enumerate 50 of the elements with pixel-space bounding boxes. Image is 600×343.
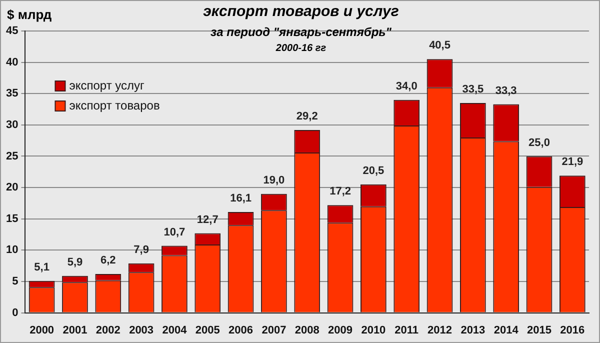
y-tick-label: 25 (6, 150, 18, 162)
x-tick-label: 2004 (162, 324, 188, 336)
y-tick-label: 35 (6, 88, 18, 100)
chart-subtitle: за период "январь-сентябрь" (210, 25, 392, 39)
x-tick-label: 2003 (129, 324, 154, 336)
x-tick-label: 2002 (96, 324, 120, 336)
x-tick-label: 2012 (428, 324, 452, 336)
total-label: 29,2 (296, 110, 318, 122)
x-tick-label: 2006 (228, 324, 254, 336)
total-label: 5,1 (34, 261, 50, 274)
legend-label: экспорт товаров (69, 98, 160, 112)
x-tick-label: 2009 (328, 324, 353, 336)
total-label: 7,9 (134, 244, 149, 256)
total-label: 6,2 (100, 254, 116, 267)
total-label: 20,5 (362, 164, 384, 177)
annotation: 2000-16 гг (276, 43, 326, 54)
total-label: 17,2 (330, 186, 351, 198)
y-tick-label: 10 (6, 244, 18, 256)
y-tick-label: 5 (12, 276, 18, 288)
y-tick-label: 20 (6, 182, 18, 194)
total-label: 10,7 (164, 226, 186, 238)
y-tick-label: 0 (12, 306, 18, 319)
y-tick-label: 15 (6, 212, 18, 225)
x-tick-label: 2000 (30, 324, 54, 336)
total-label: 19,0 (263, 174, 285, 186)
y-tick-label: 40 (6, 56, 18, 68)
total-label: 12,7 (196, 214, 218, 226)
y-axis-title: $ млрд (7, 7, 52, 22)
x-tick-label: 2013 (460, 324, 486, 336)
total-label: 16,1 (230, 192, 252, 205)
chart-title: экспорт товаров и услуг (203, 3, 399, 20)
x-tick-label: 2016 (560, 324, 585, 336)
y-tick-label: 45 (6, 25, 18, 38)
total-label: 25,0 (528, 136, 550, 149)
total-label: 33,5 (462, 84, 484, 96)
legend-label: экспорт услуг (69, 78, 146, 92)
total-label: 34,0 (396, 80, 418, 92)
x-tick-label: 2014 (494, 324, 520, 336)
x-tick-label: 2005 (195, 324, 220, 336)
total-label: 21,9 (562, 156, 584, 168)
x-tick-label: 2011 (394, 324, 419, 336)
x-tick-label: 2007 (262, 324, 286, 336)
x-tick-label: 2010 (361, 324, 386, 336)
x-tick-label: 2008 (294, 324, 320, 336)
x-tick-label: 2015 (527, 324, 552, 336)
y-tick-label: 30 (6, 118, 18, 131)
total-label: 5,9 (67, 256, 83, 268)
total-label: 40,5 (429, 40, 450, 52)
total-label: 33,3 (495, 84, 517, 97)
x-tick-label: 2001 (62, 324, 88, 336)
